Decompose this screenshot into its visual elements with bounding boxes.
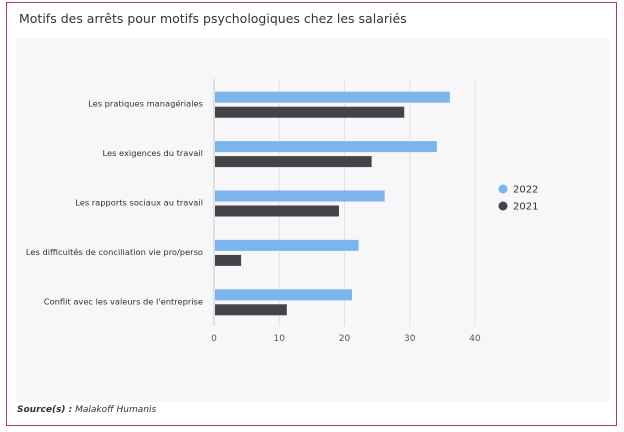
source-value: Malakoff Humanis (75, 405, 157, 415)
x-tick-label: 30 (404, 334, 416, 344)
bar-2022[interactable] (215, 289, 353, 301)
bar-2022[interactable] (215, 239, 359, 251)
bar-2022[interactable] (215, 91, 450, 103)
bar-chart: 0 10 20 30 40 Les pratiques managériales Les e… (26, 79, 538, 344)
bar-2021[interactable] (215, 156, 372, 168)
chart-frame: Motifs des arrêts pour motifs psychologi… (6, 2, 617, 426)
x-tick-label: 20 (339, 334, 351, 344)
bar-2021[interactable] (215, 205, 339, 217)
category-label: Les difficultés de conciliation vie pro/… (26, 247, 203, 257)
bar-2021[interactable] (215, 304, 287, 316)
category-label: Conflit avec les valeurs de l'entreprise (44, 296, 203, 306)
legend-marker-2022[interactable] (498, 184, 508, 194)
category-label: Les exigences du travail (103, 148, 204, 158)
chart-panel: 0 10 20 30 40 Les pratiques managériales Les e… (16, 38, 610, 402)
bar-2022[interactable] (215, 141, 437, 153)
source-note: Source(s) : Malakoff Humanis (17, 405, 156, 415)
source-label: Source(s) : (17, 405, 73, 415)
bar-2021[interactable] (215, 106, 405, 118)
x-tick-label: 40 (469, 334, 481, 344)
category-label: Les pratiques managériales (88, 99, 203, 109)
bar-2022[interactable] (215, 190, 385, 202)
category-label: Les rapports sociaux au travail (75, 198, 203, 208)
bar-2021[interactable] (215, 254, 242, 266)
legend-label-2022[interactable]: 2022 (513, 185, 538, 196)
legend-label-2021[interactable]: 2021 (513, 202, 538, 213)
x-tick-label: 0 (211, 334, 217, 344)
chart-title: Motifs des arrêts pour motifs psychologi… (19, 11, 407, 26)
legend-marker-2021[interactable] (498, 201, 508, 211)
x-tick-label: 10 (274, 334, 286, 344)
